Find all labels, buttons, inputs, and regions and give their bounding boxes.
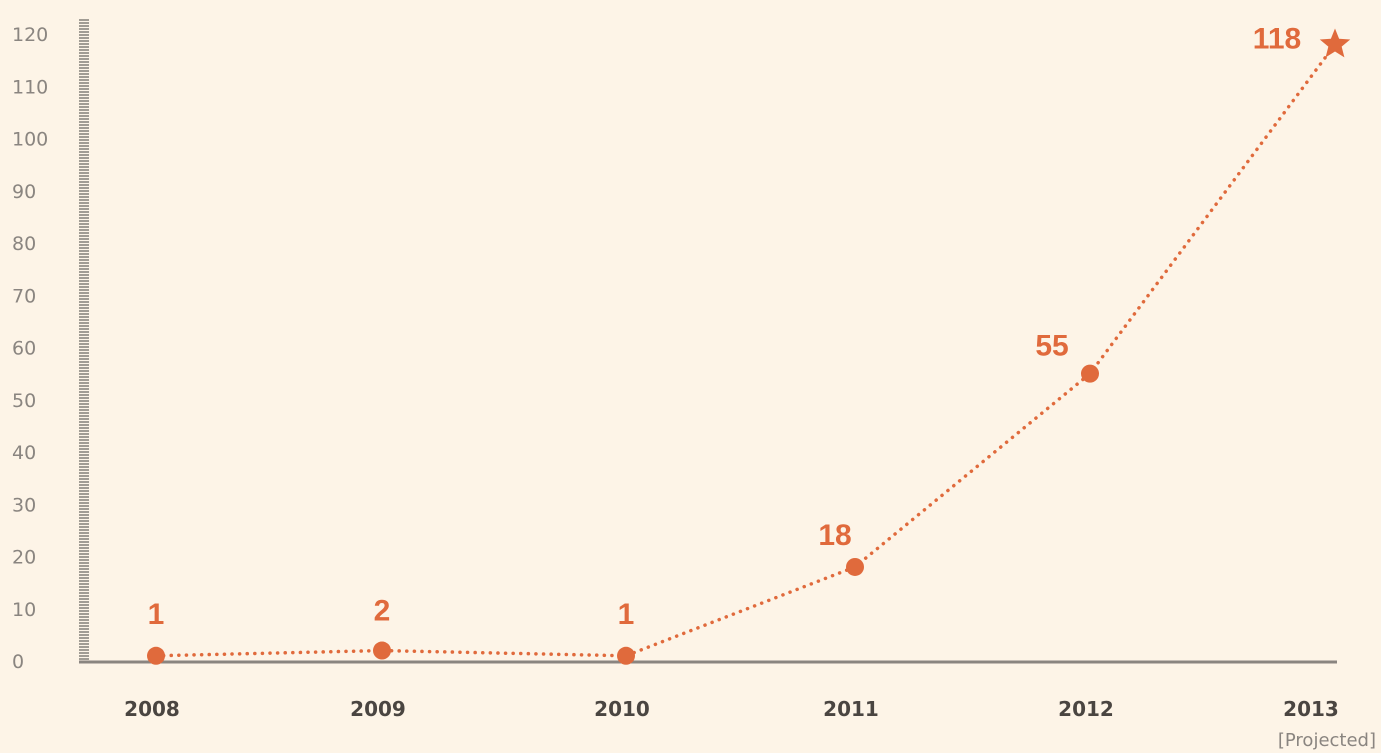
data-label: 1 bbox=[148, 598, 165, 631]
y-tick-label: 40 bbox=[12, 442, 36, 464]
x-tick-label: 2008 bbox=[124, 697, 180, 721]
y-tick-label: 110 bbox=[12, 76, 48, 98]
y-tick-label: 120 bbox=[12, 24, 48, 46]
y-tick-label: 20 bbox=[12, 547, 36, 569]
data-point-star bbox=[1319, 28, 1351, 58]
y-tick-label: 30 bbox=[12, 494, 36, 516]
y-tick-label: 90 bbox=[12, 181, 36, 203]
x-tick-note: [Projected] bbox=[1278, 730, 1376, 751]
y-tick-label: 50 bbox=[12, 390, 36, 412]
data-point-layer bbox=[147, 28, 1351, 665]
x-tick-label: 2009 bbox=[350, 697, 406, 721]
data-point bbox=[373, 641, 391, 660]
x-tick-label: 2010 bbox=[594, 697, 650, 721]
y-tick-label: 100 bbox=[12, 129, 48, 151]
data-point bbox=[846, 557, 864, 576]
y-tick-label: 0 bbox=[12, 651, 24, 673]
data-label: 1 bbox=[618, 598, 635, 631]
y-tick-label: 80 bbox=[12, 233, 36, 255]
data-point bbox=[617, 646, 635, 665]
data-label: 55 bbox=[1035, 330, 1068, 363]
series-line-layer bbox=[154, 42, 1337, 658]
data-label: 2 bbox=[374, 595, 391, 628]
y-tick-labels: 0 10 20 30 40 50 60 70 80 90 100 110 120 bbox=[12, 24, 48, 673]
data-point bbox=[1081, 364, 1099, 383]
y-tick-label: 70 bbox=[12, 285, 36, 307]
y-axis bbox=[79, 19, 89, 660]
data-label: 18 bbox=[818, 519, 851, 552]
axis-layer bbox=[79, 19, 1337, 664]
y-tick-label: 60 bbox=[12, 338, 36, 360]
data-label: 118 bbox=[1253, 22, 1301, 55]
data-point bbox=[147, 646, 165, 665]
series-line bbox=[154, 42, 1337, 658]
x-tick-label: 2013 bbox=[1283, 697, 1339, 721]
x-tick-label: 2012 bbox=[1058, 697, 1114, 721]
y-tick-label: 10 bbox=[12, 599, 36, 621]
x-tick-label: 2011 bbox=[823, 697, 879, 721]
x-tick-labels: 2008 2009 2010 2011 2012 2013 [Projected] bbox=[124, 697, 1376, 751]
